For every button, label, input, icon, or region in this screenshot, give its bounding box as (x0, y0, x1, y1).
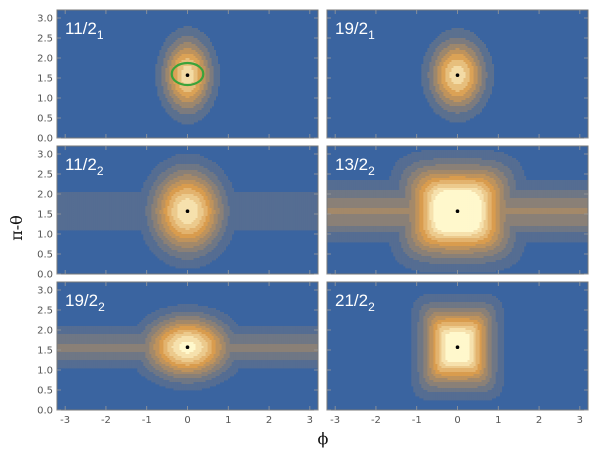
panel-ticks (327, 10, 588, 139)
panel-label-main: 21/2 (335, 291, 368, 310)
x-tick-label: 0 (184, 415, 190, 426)
contour-bands (57, 154, 318, 269)
peak-marker (185, 345, 190, 350)
panel-label: 11/22 (65, 155, 104, 178)
contour-panel: 13/22 (326, 145, 589, 275)
x-axis-label: ϕ (318, 429, 329, 448)
peak-marker (455, 73, 460, 77)
contour-panel: 21/22-3 -2 -1 0 1 2 3 (326, 281, 589, 426)
y-tick-label: 1.5 (37, 74, 53, 85)
x-tick-label: 3 (577, 415, 583, 426)
panel-ticks (57, 10, 318, 139)
panel-label: 19/21 (335, 19, 375, 42)
contour-bands (421, 28, 495, 123)
y-tick-label: 0.5 (37, 250, 53, 261)
y-tick-label: 0.5 (37, 114, 53, 125)
y-tick-label: 1.5 (37, 210, 53, 221)
panel-ticks (327, 146, 588, 275)
contour-panel: 11/21 0.0 0.5 1.0 1.5 2.0 2.5 3.0 (37, 9, 319, 145)
panel-label: 21/22 (335, 291, 375, 314)
y-tick-label: 2.0 (37, 326, 53, 337)
peak-marker (185, 73, 190, 77)
y-tick-label: 0.0 (37, 134, 53, 145)
y-tick-label: 3.0 (37, 14, 53, 25)
peak-marker (455, 209, 460, 213)
panel-label-subscript: 2 (368, 164, 375, 178)
y-tick-label: 1.0 (37, 230, 53, 241)
panel-label-subscript: 2 (368, 300, 375, 314)
x-tick-label: -1 (412, 415, 422, 426)
x-tick-label: 2 (536, 415, 542, 426)
panel-ticks (57, 282, 318, 411)
contour-bands (155, 26, 221, 125)
panel-label-main: 19/2 (65, 291, 98, 310)
y-tick-label: 1.0 (37, 366, 53, 377)
x-tick-label: 2 (266, 415, 272, 426)
contour-bands (57, 304, 318, 391)
panel-grid: 11/210.00.51.01.52.02.53.0 19/2111/220.00… (37, 9, 589, 426)
panel-label-subscript: 2 (98, 300, 105, 314)
x-tick-label: -3 (60, 415, 70, 426)
panel-label-subscript: 1 (97, 28, 104, 42)
highlight-circle (170, 61, 205, 87)
contour-bands (327, 150, 588, 273)
x-tick-label: 3 (307, 415, 313, 426)
contour-panel: 11/22 0.0 0.5 1.0 1.5 2.0 2.5 3.0 (37, 145, 319, 281)
x-tick-label: 1 (495, 415, 501, 426)
y-tick-label: 2.0 (37, 190, 53, 201)
y-tick-label: 2.5 (37, 34, 53, 45)
y-tick-label: 3.0 (37, 286, 53, 297)
y-tick-label: 2.5 (37, 170, 53, 181)
panel-label: 13/22 (335, 155, 375, 178)
x-tick-label: -2 (371, 415, 381, 426)
y-tick-label: 0.0 (37, 406, 53, 417)
peak-marker (185, 209, 190, 213)
y-tick-label: 2.0 (37, 54, 53, 65)
panel-label-main: 11/2 (65, 155, 97, 174)
panel-label-main: 13/2 (335, 155, 368, 174)
panel-label-main: 19/2 (335, 19, 368, 38)
panel-label-subscript: 1 (368, 28, 375, 42)
x-tick-label: -1 (142, 415, 152, 426)
y-tick-label: 2.5 (37, 306, 53, 317)
y-tick-label: 1.5 (37, 346, 53, 357)
y-axis-label: π-θ (7, 215, 26, 241)
peak-marker (455, 345, 460, 350)
x-tick-label: -2 (101, 415, 111, 426)
y-tick-label: 3.0 (37, 150, 53, 161)
panel-ticks (57, 146, 318, 275)
contour-panel: 19/220.00.51.01.52.02.53.0-3 -2 -1 0 1 2 3 (37, 281, 319, 426)
panel-label: 11/21 (65, 19, 104, 42)
contour-panel: 19/21 (326, 9, 589, 139)
contour-bands (411, 294, 505, 401)
x-tick-label: -3 (330, 415, 340, 426)
panel-ticks (327, 282, 588, 411)
panel-label-subscript: 2 (97, 164, 104, 178)
panel-label: 19/22 (65, 291, 105, 314)
y-tick-label: 0.0 (37, 270, 53, 281)
x-tick-label: 1 (225, 415, 231, 426)
x-tick-label: 0 (454, 415, 460, 426)
y-tick-label: 0.5 (37, 386, 53, 397)
y-tick-label: 1.0 (37, 94, 53, 105)
panel-label-main: 11/2 (65, 19, 97, 38)
